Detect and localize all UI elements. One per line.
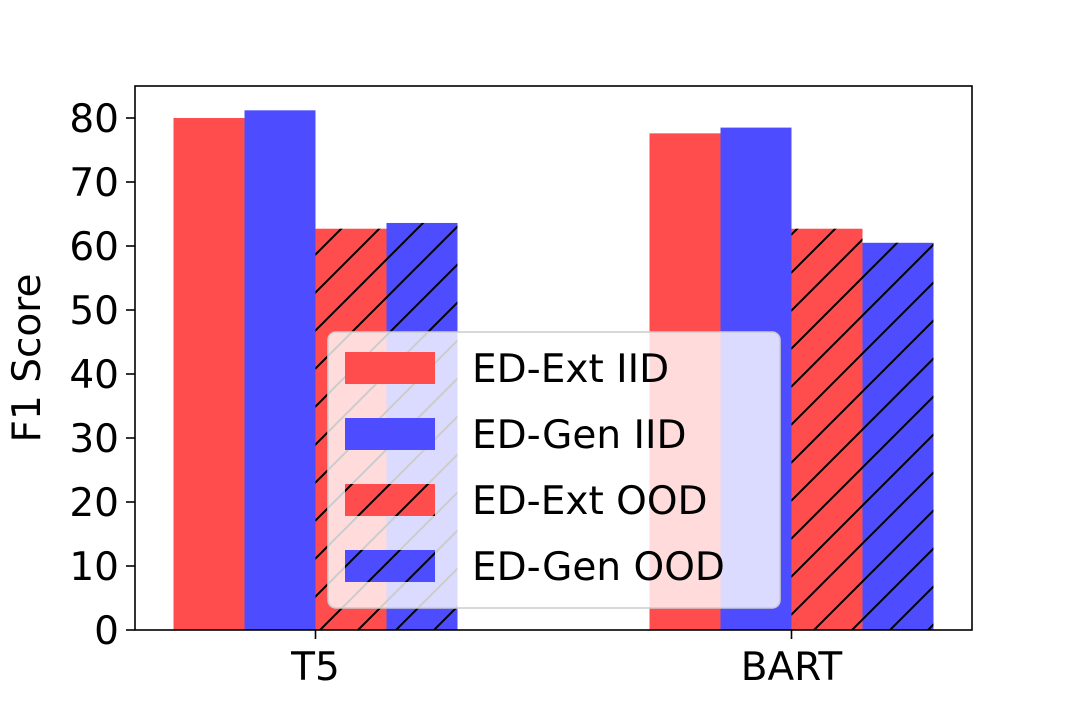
legend: ED-Ext IID ED-Gen IID ED-Ext OOD ED-Gen OOD bbox=[327, 331, 781, 609]
bar-ed-gen-iid-t5 bbox=[244, 110, 316, 630]
bar-ed-ext-iid-t5 bbox=[173, 118, 245, 630]
x-tick-label: BART bbox=[741, 645, 843, 690]
y-tick-label: 10 bbox=[69, 545, 119, 590]
x-axis: T5 BART bbox=[290, 630, 842, 690]
legend-swatch-hatch-ed-gen-ood bbox=[345, 550, 435, 582]
legend-label-ed-ext-iid: ED-Ext IID bbox=[472, 347, 669, 392]
y-tick-label: 70 bbox=[69, 161, 119, 206]
y-tick-label: 60 bbox=[69, 225, 119, 270]
legend-label-ed-ext-ood: ED-Ext OOD bbox=[472, 479, 708, 524]
plot-frame bbox=[134, 85, 973, 631]
y-tick-label: 40 bbox=[69, 353, 119, 398]
bar-ed-ext-ood-bart-hatch bbox=[791, 228, 863, 630]
legend-box bbox=[327, 331, 781, 609]
legend-swatch-ed-ext-iid bbox=[345, 352, 435, 384]
y-tick-label: 20 bbox=[69, 481, 119, 526]
bar-ed-gen-ood-bart-hatch bbox=[862, 242, 934, 631]
legend-label-ed-gen-iid: ED-Gen IID bbox=[472, 413, 687, 458]
y-axis-label: F1 Score bbox=[5, 274, 50, 443]
y-tick-label: 50 bbox=[69, 289, 119, 334]
x-tick-label: T5 bbox=[290, 645, 340, 690]
legend-swatch-ed-gen-iid bbox=[345, 418, 435, 450]
y-axis: 0 10 20 30 40 50 60 70 80 bbox=[69, 97, 135, 654]
y-tick-label: 30 bbox=[69, 417, 119, 462]
y-tick-label: 0 bbox=[94, 609, 119, 654]
legend-label-ed-gen-ood: ED-Gen OOD bbox=[472, 545, 725, 590]
legend-swatch-hatch-ed-ext-ood bbox=[345, 484, 435, 516]
y-tick-label: 80 bbox=[69, 97, 119, 142]
